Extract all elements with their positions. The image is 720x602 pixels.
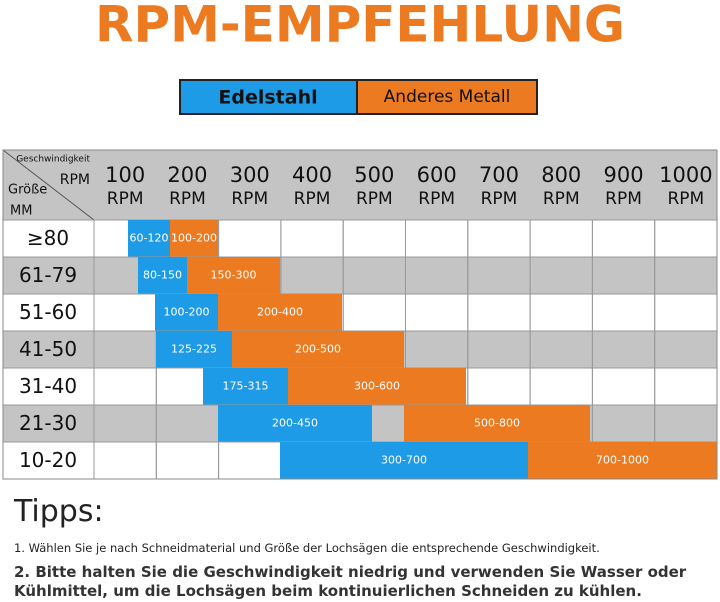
legend-label: Anderes Metall — [384, 87, 511, 107]
stainless-range — [156, 331, 232, 368]
cell — [467, 293, 531, 332]
other-range — [187, 257, 280, 294]
rpm-chart: RPM-EMPFEHLUNG Edelstahl Anderes Metall … — [2, 0, 718, 480]
cell — [529, 219, 593, 258]
tip: 2. Bitte halten Sie die Geschwindigkeit … — [14, 563, 687, 600]
other-label: 200-400 — [257, 306, 303, 319]
column-number: 100 — [105, 163, 145, 187]
stainless-range — [138, 257, 187, 294]
column-number: 800 — [541, 163, 581, 187]
row-size: 21-30 — [19, 411, 77, 435]
row-size: 41-50 — [19, 337, 77, 361]
cell — [405, 219, 469, 258]
other-label: 300-600 — [354, 380, 400, 393]
other-range — [288, 368, 466, 405]
column-number: 600 — [417, 163, 457, 187]
cell — [342, 219, 407, 258]
column-number: 700 — [479, 163, 519, 187]
column-number: 900 — [604, 163, 644, 187]
stainless-label: 125-225 — [171, 343, 217, 356]
column-unit: RPM — [481, 189, 518, 209]
column-number: 500 — [354, 163, 394, 187]
column-unit: RPM — [543, 189, 580, 209]
corner-label: RPM — [60, 172, 90, 188]
cell — [155, 441, 220, 480]
cell — [529, 293, 593, 332]
legend-swatch — [179, 79, 358, 115]
stainless-range — [155, 294, 218, 331]
stainless-range — [280, 442, 528, 479]
cell — [591, 219, 656, 258]
stainless-range — [203, 368, 288, 405]
stainless-label: 200-450 — [272, 417, 318, 430]
stainless-label: 300-700 — [381, 454, 427, 467]
header-bg — [3, 150, 717, 220]
cell — [218, 441, 282, 480]
column-number: 300 — [230, 163, 270, 187]
cell — [93, 367, 157, 406]
cell — [280, 219, 344, 258]
cell — [93, 293, 157, 332]
legend-label: Edelstahl — [218, 87, 317, 109]
row-size: 61-79 — [19, 263, 77, 287]
other-range — [528, 442, 717, 479]
column-number: 400 — [292, 163, 332, 187]
cell — [93, 441, 157, 480]
cell — [591, 293, 656, 332]
other-label: 700-1000 — [596, 454, 649, 467]
column-unit: RPM — [169, 189, 206, 209]
corner-label: MM — [10, 204, 32, 219]
table-border — [2, 149, 718, 480]
cell — [654, 293, 718, 332]
column-unit: RPM — [294, 189, 331, 209]
stainless-label: 60-120 — [130, 232, 169, 245]
stainless-range — [218, 405, 372, 442]
cell — [654, 219, 718, 258]
row-size: ≥80 — [27, 226, 69, 250]
stainless-label: 175-315 — [223, 380, 269, 393]
title: RPM-EMPFEHLUNG — [95, 0, 625, 54]
other-range — [170, 220, 218, 257]
cell — [342, 293, 407, 332]
row-size: 10-20 — [19, 448, 77, 472]
other-label: 150-300 — [211, 269, 257, 282]
column-unit: RPM — [605, 189, 642, 209]
corner-diagonal — [2, 149, 95, 221]
stainless-label: 80-150 — [143, 269, 182, 282]
column-number: 200 — [167, 163, 207, 187]
column-unit: RPM — [107, 189, 144, 209]
corner-label: Geschwindigkeit — [16, 155, 90, 165]
column-unit: RPM — [418, 189, 455, 209]
column-number: 1000 — [659, 163, 712, 187]
cell — [405, 293, 469, 332]
row-size: 51-60 — [19, 300, 77, 324]
cell — [591, 367, 656, 406]
column-unit: RPM — [231, 189, 268, 209]
cell — [467, 367, 531, 406]
row-bg — [3, 257, 717, 294]
column-unit: RPM — [356, 189, 393, 209]
other-label: 200-500 — [295, 343, 341, 356]
legend-swatch — [356, 79, 538, 115]
cell — [218, 219, 282, 258]
other-range — [404, 405, 590, 442]
tips-title: Tipps: — [14, 494, 104, 529]
other-label: 100-200 — [171, 232, 217, 245]
other-label: 500-800 — [474, 417, 520, 430]
other-range — [218, 294, 342, 331]
stainless-range — [128, 220, 170, 257]
stainless-label: 100-200 — [164, 306, 210, 319]
tip: 1. Wählen Sie je nach Schneidmaterial un… — [14, 541, 600, 555]
column-unit: RPM — [667, 189, 704, 209]
cell — [529, 367, 593, 406]
cell — [467, 219, 531, 258]
row-size: 31-40 — [19, 374, 77, 398]
other-range — [232, 331, 404, 368]
cell — [654, 367, 718, 406]
corner-label: Größe — [8, 183, 47, 198]
